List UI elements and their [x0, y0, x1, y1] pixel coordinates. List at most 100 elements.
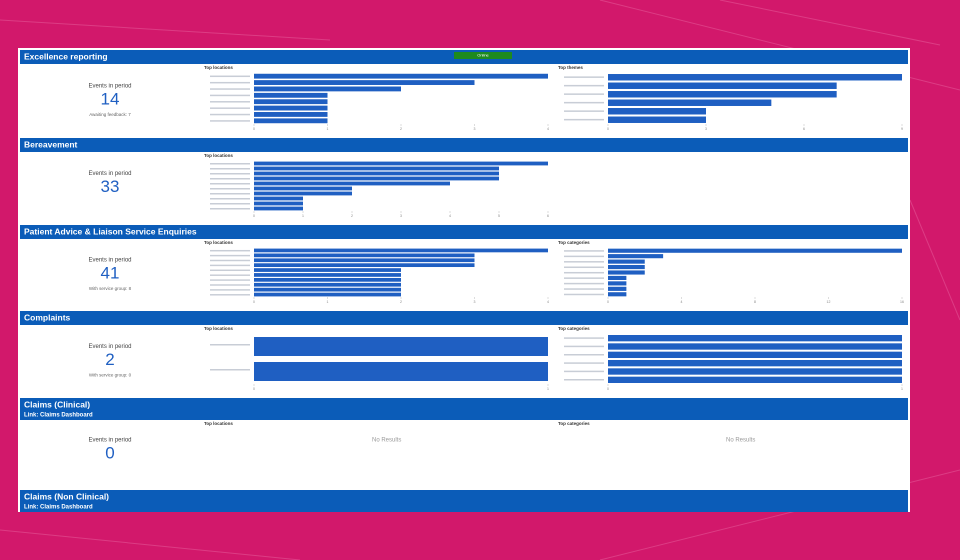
bar [254, 181, 450, 186]
category-label-placeholder [564, 337, 604, 339]
kpi-label: Events in period [88, 344, 131, 350]
x-tick-label: 0 [607, 387, 609, 391]
bar [608, 270, 645, 275]
x-tick-label: 0 [253, 300, 255, 304]
bar [608, 275, 627, 281]
category-label-placeholder [210, 289, 250, 291]
category-label-placeholder [210, 113, 250, 116]
category-label-placeholder [210, 344, 250, 346]
category-label-placeholder [210, 269, 250, 272]
x-tick-label: 8 [754, 300, 756, 304]
chart-title: Top categories [558, 421, 590, 426]
category-label-placeholder [564, 362, 604, 364]
bar [608, 351, 902, 358]
category-label-placeholder [564, 379, 604, 381]
x-tick-label: 0 [253, 387, 255, 391]
section-header [20, 311, 908, 325]
category-label-placeholder [210, 173, 250, 175]
category-label-placeholder [210, 183, 250, 185]
chart-title: Top themes [558, 65, 583, 70]
bar [254, 171, 499, 176]
category-label-placeholder [210, 294, 250, 296]
x-tick-label: 4 [547, 300, 549, 304]
chart-title: Top categories [558, 326, 590, 331]
x-tick-label: 4 [547, 127, 549, 131]
x-tick-label: 16 [900, 300, 904, 304]
x-tick-label: 1 [302, 214, 304, 218]
category-label-placeholder [210, 94, 250, 97]
status-button[interactable] [454, 52, 512, 59]
kpi-sub: Awaiting feedback: 7 [89, 112, 131, 117]
category-label-placeholder [564, 277, 604, 279]
bar [608, 82, 837, 89]
x-tick-label: 0 [607, 300, 609, 304]
category-label-placeholder [210, 284, 250, 286]
bar [254, 362, 548, 381]
x-tick-label: 4 [681, 300, 683, 304]
category-label-placeholder [564, 250, 604, 252]
chart-title: Top locations [204, 65, 233, 70]
category-label-placeholder [210, 264, 250, 267]
category-label-placeholder [210, 88, 250, 90]
category-label-placeholder [564, 282, 604, 285]
category-label-placeholder [564, 293, 604, 296]
section-header [20, 490, 908, 512]
bar [254, 105, 328, 111]
bar [254, 176, 499, 181]
dashboard-link[interactable]: Link: Claims Dashboard [24, 413, 93, 419]
bar [254, 206, 303, 211]
bar [608, 248, 902, 253]
dashboard-link[interactable]: Link: Claims Dashboard [24, 505, 93, 511]
chart-title: Top locations [204, 326, 233, 331]
bar [254, 191, 352, 196]
bar [608, 99, 772, 106]
status-label: Online [477, 53, 489, 58]
category-label-placeholder [210, 208, 250, 210]
bar [608, 116, 706, 123]
bar [254, 86, 401, 92]
bar [254, 161, 548, 166]
bar [254, 273, 401, 277]
bar [254, 196, 303, 201]
x-tick-label: 6 [547, 214, 549, 218]
section-title: Patient Advice & Liaison Service Enquiri… [24, 226, 197, 236]
x-tick-label: 0 [607, 127, 609, 131]
chart-title: Top locations [204, 421, 233, 426]
chart-title: Top locations [204, 240, 233, 245]
bar [608, 335, 902, 342]
section-header [20, 138, 908, 152]
bar [608, 368, 902, 375]
category-label-placeholder [210, 188, 250, 190]
x-tick-label: 1 [327, 300, 329, 304]
category-label-placeholder [564, 84, 604, 87]
x-tick-label: 1 [901, 387, 903, 391]
x-tick-label: 1 [547, 387, 549, 391]
x-tick-label: 0 [253, 214, 255, 218]
bar [254, 292, 401, 297]
kpi-label: Events in period [88, 84, 131, 90]
section-header [20, 398, 908, 420]
bar [254, 73, 548, 79]
bar [254, 282, 401, 287]
category-label-placeholder [210, 81, 250, 84]
bar [254, 287, 401, 292]
bar [608, 74, 902, 81]
bar [254, 253, 475, 258]
bar [254, 248, 548, 253]
category-label-placeholder [210, 259, 250, 262]
category-label-placeholder [564, 370, 604, 373]
category-label-placeholder [564, 288, 604, 290]
no-results: No Results [372, 438, 401, 444]
bar [254, 268, 401, 272]
category-label-placeholder [564, 101, 604, 104]
bar [608, 343, 902, 350]
category-label-placeholder [210, 193, 250, 195]
bar [254, 263, 475, 268]
category-label-placeholder [564, 110, 604, 112]
category-label-placeholder [210, 178, 250, 180]
category-label-placeholder [210, 369, 250, 371]
bar [254, 201, 303, 206]
category-label-placeholder [210, 107, 250, 109]
kpi-count: 41 [101, 263, 120, 282]
